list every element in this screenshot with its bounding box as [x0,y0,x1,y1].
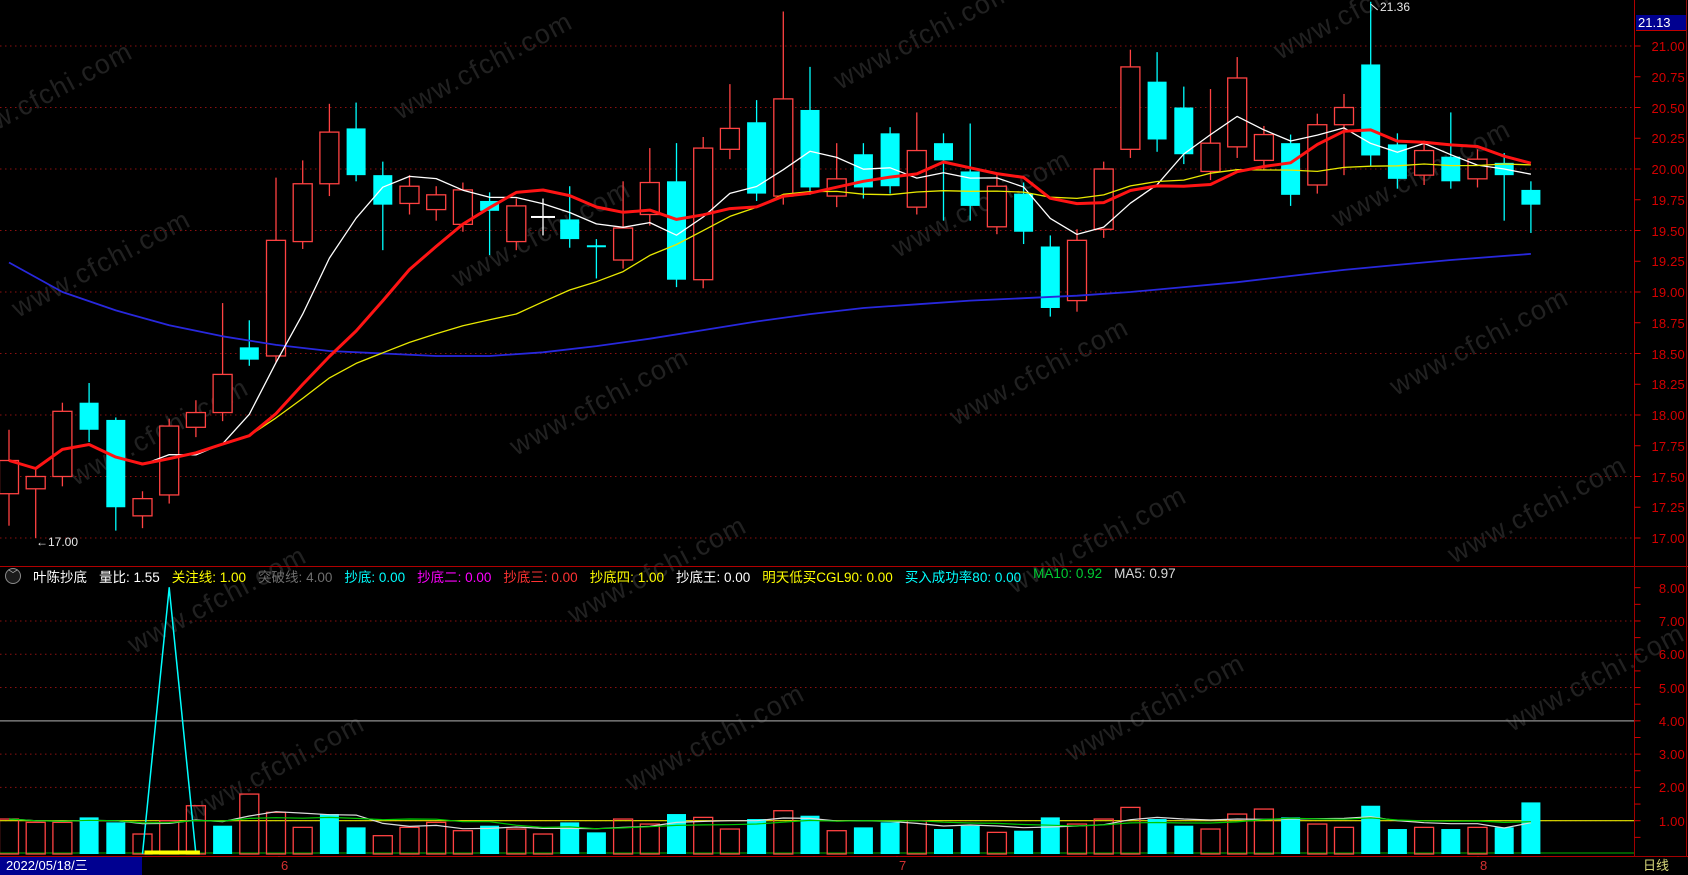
indicator-field-5: 抄底二: 0.00 [417,569,492,585]
price-axis-label: 20.00 [1651,162,1685,177]
indicator-field-7: 抄底四: 1.00 [589,569,664,585]
indicator-field-8: 抄底王: 0.00 [675,569,751,585]
date-chip: 2022/05/18/三 [0,857,142,875]
indicator-fields: 量比: 1.55 关注线: 1.00 突破线: 4.00 抄底: 0.00 抄底二: 0… [99,566,1176,586]
indicator-axis-label: 3.00 [1658,747,1685,763]
indicator-axis-label: 7.00 [1658,613,1685,629]
indicator-field-12: MA5: 0.97 [1114,565,1176,581]
price-axis-label: 19.75 [1651,192,1685,208]
indicator-axis-label: 2.00 [1658,780,1685,796]
price-axis-label: 20.50 [1651,100,1685,116]
indicator-field-3: 突破线: 4.00 [258,569,333,585]
indicator-name[interactable]: 叶陈抄底 [33,569,87,585]
price-axis-label: 17.75 [1651,438,1685,454]
high-price-annotation: 21.36 [1380,0,1411,14]
price-axis-label: 17.00 [1651,531,1685,546]
indicator-field-2: 关注线: 1.00 [171,569,247,585]
price-axis-label: 19.00 [1651,285,1685,300]
price-axis-label: 17.50 [1651,469,1685,485]
collapse-indicator-icon[interactable]: ﹀ [5,567,21,584]
month-mark-8: 8 [1480,858,1488,873]
indicator-header: ﹀ 叶陈抄底 量比: 1.55 关注线: 1.00 突破线: 4.00 抄底: 0.0… [0,566,1635,585]
indicator-field-11: MA10: 0.92 [1033,565,1103,581]
low-price-annotation: ←17.00 [36,535,79,549]
price-axis-label: 20.75 [1651,69,1685,85]
indicator-axis-label: 6.00 [1658,647,1685,663]
month-mark-6: 6 [281,858,289,873]
price-axis-label: 17.25 [1651,500,1685,516]
price-axis-label: 20.25 [1651,131,1685,147]
indicator-axis-label: 5.00 [1658,680,1685,696]
status-bar: 2022/05/18/三 日线 6 7 8 [0,857,1688,875]
price-axis-label: 19.25 [1651,254,1685,270]
indicator-chart-surface[interactable] [0,586,1634,855]
indicator-field-6: 抄底三: 0.00 [503,569,578,585]
indicator-field-1: 量比: 1.55 [99,569,160,585]
month-mark-7: 7 [899,858,907,873]
price-axis-label: 18.50 [1651,346,1685,362]
last-price-tag: 21.13 [1636,15,1686,31]
indicator-axis-label: 8.00 [1658,580,1685,596]
indicator-field-4: 抄底: 0.00 [344,569,406,585]
price-axis-label: 18.75 [1651,315,1685,331]
indicator-field-10: 买入成功率80: 0.00 [904,569,1022,585]
period-label[interactable]: 日线 [1643,858,1670,873]
indicator-axis-label: 1.00 [1658,813,1685,829]
price-axis-label: 18.00 [1651,408,1685,423]
price-axis-label: 18.25 [1651,377,1685,393]
price-axis-label: 21.00 [1651,39,1685,54]
indicator-field-9: 明天低买CGL90: 0.00 [762,569,893,585]
indicator-axis-label: 4.00 [1658,713,1685,729]
main-chart-surface[interactable] [0,0,1634,566]
price-axis-label: 19.50 [1651,223,1685,239]
